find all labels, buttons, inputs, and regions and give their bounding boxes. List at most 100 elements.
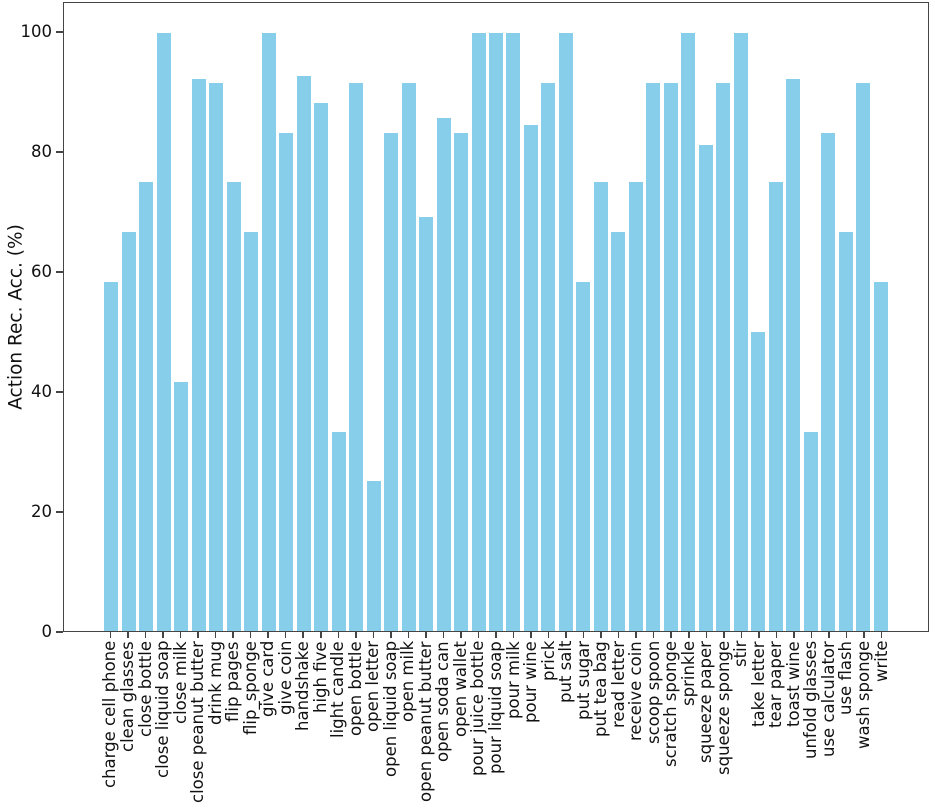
x-tick-mark xyxy=(688,632,690,638)
x-tick-mark xyxy=(232,632,234,638)
bar xyxy=(786,78,801,631)
bar xyxy=(838,232,853,631)
x-tick-mark xyxy=(460,632,462,638)
bar xyxy=(384,132,399,631)
x-tick-mark xyxy=(705,632,708,638)
bar xyxy=(419,216,434,631)
x-tick-mark xyxy=(109,632,112,638)
y-tick-mark xyxy=(56,151,63,153)
y-tick-label: 80 xyxy=(31,142,52,161)
x-tick-mark xyxy=(810,632,813,638)
y-tick-mark xyxy=(56,31,63,33)
x-tick-mark xyxy=(635,632,637,638)
bar xyxy=(698,145,713,631)
x-tick-mark xyxy=(425,632,427,638)
bar xyxy=(156,32,171,631)
x-tick-mark xyxy=(740,632,743,638)
x-tick-mark xyxy=(302,632,304,638)
bar xyxy=(873,282,888,631)
bar xyxy=(506,32,521,631)
x-tick-mark xyxy=(442,632,445,638)
bar xyxy=(191,78,206,631)
bar xyxy=(803,431,818,631)
x-tick-mark xyxy=(600,632,602,638)
y-tick-label: 100 xyxy=(20,22,53,41)
x-tick-mark xyxy=(565,632,567,638)
bar xyxy=(856,82,871,631)
x-tick-mark xyxy=(530,632,532,638)
y-tick-mark xyxy=(56,391,63,393)
x-tick-mark xyxy=(267,632,269,638)
x-tick-mark xyxy=(775,632,778,638)
bar xyxy=(279,132,294,631)
x-tick-mark xyxy=(162,632,164,638)
x-tick-mark xyxy=(828,632,830,638)
bar xyxy=(541,82,556,631)
bar xyxy=(489,32,503,631)
x-tick-mark xyxy=(723,632,725,638)
bar xyxy=(296,75,311,631)
x-tick-mark xyxy=(863,632,865,638)
x-tick-mark xyxy=(320,632,322,638)
bar xyxy=(244,232,259,631)
bar xyxy=(646,82,661,631)
x-tick-mark xyxy=(197,632,199,638)
x-tick-mark xyxy=(617,632,620,638)
x-tick-mark xyxy=(355,632,357,638)
y-tick-label: 20 xyxy=(31,502,52,521)
bar xyxy=(121,232,136,631)
x-tick-mark xyxy=(670,632,672,638)
x-tick-mark xyxy=(390,632,392,638)
y-tick-mark xyxy=(56,271,63,273)
bar xyxy=(751,331,766,631)
bar xyxy=(523,124,538,631)
bar xyxy=(139,182,154,631)
x-tick-mark xyxy=(407,632,410,638)
x-tick-mark xyxy=(880,632,883,638)
x-tick-mark xyxy=(144,632,147,638)
y-tick-mark xyxy=(56,631,63,633)
x-tick-mark xyxy=(652,632,655,638)
bar xyxy=(716,82,731,631)
bar xyxy=(768,182,783,631)
bar xyxy=(663,82,678,631)
x-tick-mark xyxy=(495,632,497,638)
bar xyxy=(174,381,189,631)
bar xyxy=(436,118,451,631)
y-tick-label: 0 xyxy=(41,622,53,641)
x-tick-mark xyxy=(477,632,480,638)
bar xyxy=(349,82,364,631)
x-tick-mark xyxy=(337,632,340,638)
bar xyxy=(628,182,643,631)
x-tick-mark xyxy=(372,632,375,638)
x-labels-container: charge cell phone clean glasses close bott… xyxy=(63,641,929,811)
x-tick-mark xyxy=(179,632,182,638)
bar xyxy=(593,182,608,631)
bars-container xyxy=(64,3,928,631)
y-tick-label: 60 xyxy=(31,262,52,281)
bar xyxy=(576,282,591,631)
bar xyxy=(471,32,486,631)
y-tick-label: 40 xyxy=(31,382,52,401)
plot-area xyxy=(63,2,929,632)
bar xyxy=(821,132,836,631)
y-tick-mark xyxy=(56,511,63,513)
bar xyxy=(314,103,329,631)
x-tick-mark xyxy=(127,632,129,638)
x-tick-mark xyxy=(793,632,795,638)
bar xyxy=(401,82,416,631)
x-tick-mark xyxy=(758,632,760,638)
bar xyxy=(331,431,346,631)
bar xyxy=(733,32,748,631)
x-tick-mark xyxy=(249,632,252,638)
bar xyxy=(209,82,224,631)
x-tick-mark xyxy=(512,632,515,638)
bar xyxy=(681,32,696,631)
bar xyxy=(261,32,276,631)
bar xyxy=(104,282,119,631)
x-tick-mark xyxy=(214,632,217,638)
bar xyxy=(454,132,469,631)
bar xyxy=(366,481,381,631)
x-tick-mark xyxy=(547,632,550,638)
